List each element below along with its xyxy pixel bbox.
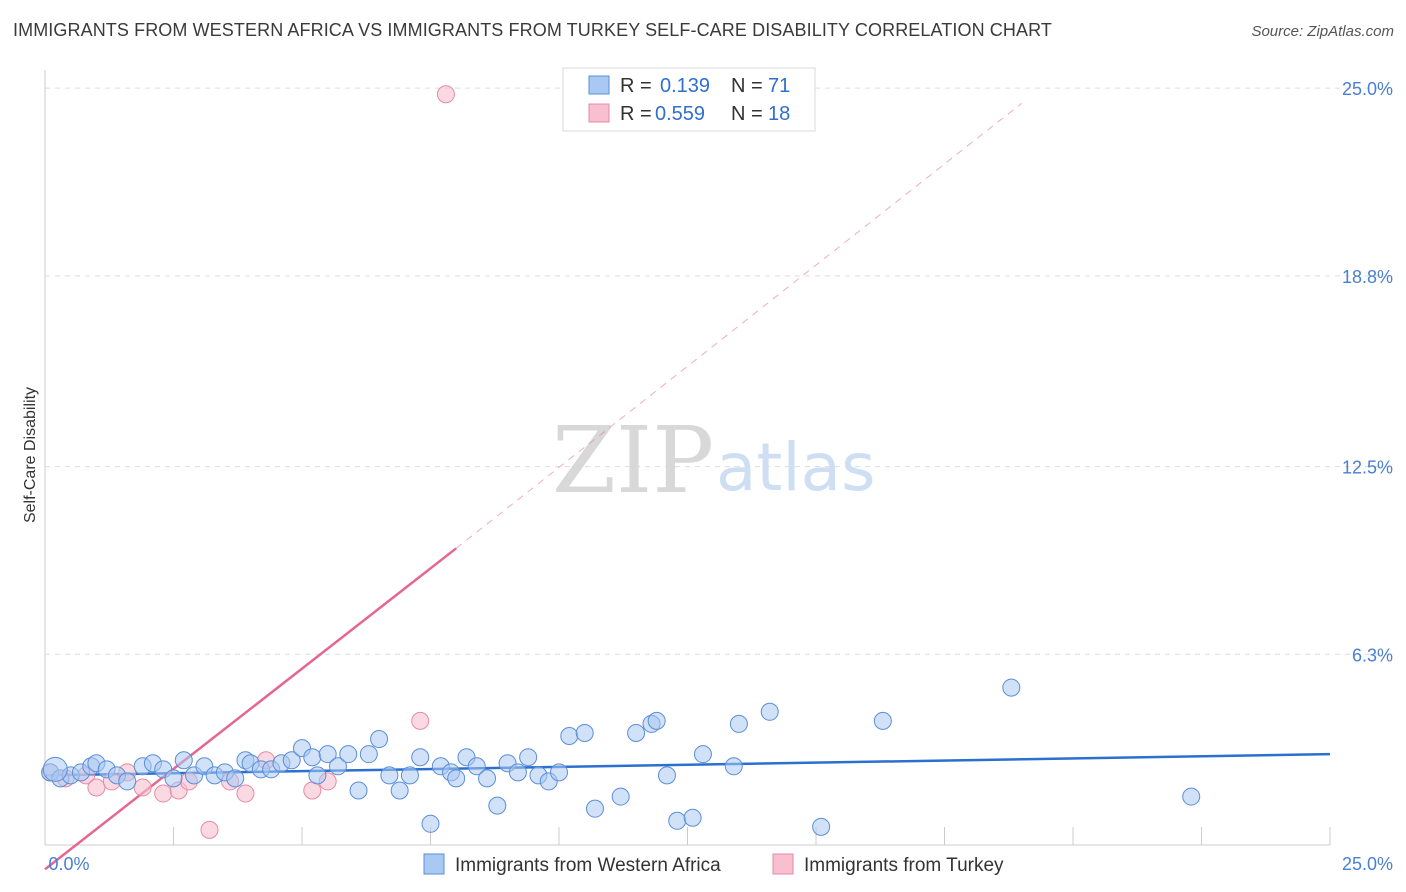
watermark-zip: ZIP <box>552 407 714 514</box>
series-swatch-turkey <box>772 853 794 875</box>
data-point-western-africa <box>328 757 347 776</box>
data-points <box>41 85 1201 839</box>
data-point-western-africa <box>508 763 527 782</box>
data-point-western-africa <box>611 787 630 806</box>
data-point-western-africa <box>400 766 419 785</box>
data-point-western-africa <box>585 799 604 818</box>
data-point-western-africa <box>318 745 337 764</box>
data-point-western-africa <box>1182 787 1201 806</box>
data-point-western-africa <box>760 702 779 721</box>
data-point-western-africa <box>812 817 831 836</box>
data-point-western-africa <box>657 766 676 785</box>
data-point-turkey <box>436 85 455 104</box>
watermark: ZIP atlas <box>552 407 876 514</box>
legend-n-label-2: N = <box>731 103 763 125</box>
data-point-western-africa <box>873 711 892 730</box>
data-point-western-africa <box>390 781 409 800</box>
data-point-western-africa <box>1002 678 1021 697</box>
data-point-western-africa <box>226 769 245 788</box>
x-tick-label: 25.0% <box>1342 854 1393 874</box>
data-point-western-africa <box>118 772 137 791</box>
legend-r-label-2: R = <box>620 103 652 125</box>
data-point-western-africa <box>303 748 322 767</box>
series-label-western-africa: Immigrants from Western Africa <box>455 855 721 876</box>
data-point-western-africa <box>729 714 748 733</box>
data-point-western-africa <box>370 730 389 749</box>
data-point-western-africa <box>467 757 486 776</box>
data-point-turkey <box>411 711 430 730</box>
data-point-western-africa <box>488 796 507 815</box>
legend-n-value-1: 71 <box>768 75 790 97</box>
data-point-turkey <box>303 781 322 800</box>
legend-r-value-2: 0.559 <box>655 103 705 125</box>
source-credit: Source: ZipAtlas.com <box>1251 23 1394 40</box>
data-point-western-africa <box>282 751 301 770</box>
data-point-western-africa <box>359 745 378 764</box>
legend-r-value-1: 0.139 <box>660 75 710 97</box>
legend-swatch-blue <box>588 75 610 95</box>
gridlines <box>45 87 1395 655</box>
y-tick-label: 25.0% <box>1342 79 1393 99</box>
series-swatch-western-africa <box>423 853 445 875</box>
data-point-western-africa <box>380 766 399 785</box>
chart-title: IMMIGRANTS FROM WESTERN AFRICA VS IMMIGR… <box>13 20 1052 40</box>
x-tick-labels: 0.0% 25.0% <box>48 854 1393 874</box>
legend-r-label-1: R = <box>620 75 652 97</box>
data-point-turkey <box>236 784 255 803</box>
series-legend: Immigrants from Western Africa Immigrant… <box>423 853 1004 876</box>
legend-swatch-pink <box>588 103 610 123</box>
data-point-western-africa <box>349 781 368 800</box>
y-tick-label: 12.5% <box>1342 458 1393 478</box>
data-point-western-africa <box>560 727 579 746</box>
data-point-western-africa <box>647 711 666 730</box>
correlation-legend: R = 0.139 N = 71 R = 0.559 N = 18 <box>562 67 816 132</box>
trend-line-turkey <box>44 547 457 871</box>
x-tick-label: 0.0% <box>48 854 89 874</box>
data-point-western-africa <box>724 757 743 776</box>
data-point-western-africa <box>627 723 646 742</box>
watermark-atlas: atlas <box>716 429 876 506</box>
data-point-western-africa <box>411 748 430 767</box>
y-axis-label: Self-Care Disability <box>22 387 39 523</box>
data-point-turkey <box>154 784 173 803</box>
data-point-western-africa <box>519 748 538 767</box>
data-point-western-africa <box>308 766 327 785</box>
series-label-turkey: Immigrants from Turkey <box>804 855 1004 876</box>
data-point-western-africa <box>683 808 702 827</box>
trend-line-turkey-extrapolated <box>455 102 1022 549</box>
data-point-western-africa <box>42 756 68 782</box>
data-point-turkey <box>87 778 106 797</box>
data-point-western-africa <box>421 814 440 833</box>
y-tick-label: 18.8% <box>1342 267 1393 287</box>
data-point-western-africa <box>339 745 358 764</box>
data-point-turkey <box>133 778 152 797</box>
data-point-western-africa <box>164 769 183 788</box>
data-point-western-africa <box>174 751 193 770</box>
y-tick-label: 6.3% <box>1352 645 1393 665</box>
data-point-western-africa <box>575 723 594 742</box>
legend-n-value-2: 18 <box>768 103 790 125</box>
data-point-western-africa <box>478 769 497 788</box>
legend-n-label-1: N = <box>731 75 763 97</box>
y-tick-labels: 6.3% 12.5% 18.8% 25.0% <box>1342 79 1393 665</box>
data-point-western-africa <box>693 745 712 764</box>
data-point-turkey <box>200 820 219 839</box>
data-point-western-africa <box>668 811 687 830</box>
data-point-western-africa <box>550 763 568 782</box>
data-point-western-africa <box>447 769 466 788</box>
